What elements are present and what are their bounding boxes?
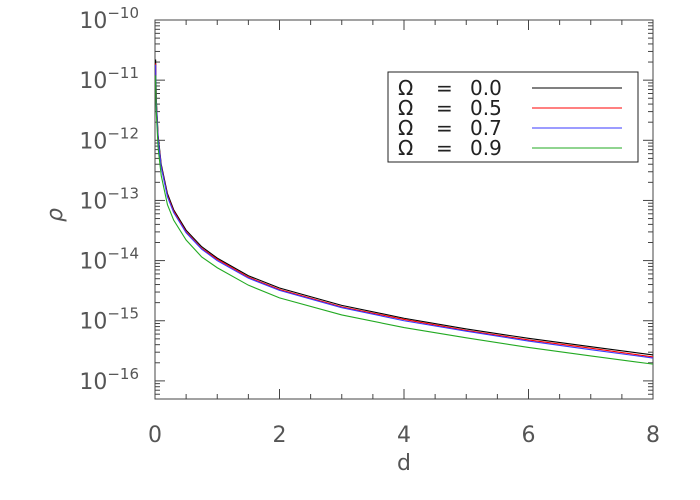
x-tick-label: 4: [397, 423, 411, 448]
legend-equals: =: [436, 76, 453, 100]
y-tick-label: 10−11: [79, 64, 139, 94]
y-tick-label: 10−12: [79, 124, 139, 154]
y-tick-label: 10−13: [79, 184, 139, 214]
series-lines: [155, 59, 654, 365]
series-line: [155, 75, 654, 365]
y-tick-label: 10−16: [79, 365, 139, 395]
x-tick-labels: 0 2 4 6 8: [148, 423, 660, 448]
legend-equals: =: [436, 116, 453, 140]
y-tick-label: 10−14: [79, 245, 139, 275]
x-tick-label: 6: [522, 423, 536, 448]
legend-value: 0.9: [470, 136, 502, 160]
y-tick-label: 10−15: [79, 305, 139, 335]
legend-symbol: Ω: [398, 96, 413, 120]
x-tick-label: 8: [646, 423, 660, 448]
legend-value: 0.7: [470, 116, 502, 140]
legend-value: 0.0: [470, 76, 502, 100]
legend-equals: =: [436, 136, 453, 160]
x-axis-title: d: [397, 451, 411, 476]
legend-symbol: Ω: [398, 136, 413, 160]
axis-ticks: [154, 19, 654, 400]
y-tick-label: 10−10: [79, 4, 139, 34]
x-tick-label: 0: [148, 423, 162, 448]
x-tick-label: 2: [273, 423, 287, 448]
legend-equals: =: [436, 96, 453, 120]
legend-symbol: Ω: [398, 116, 413, 140]
legend-value: 0.5: [470, 96, 502, 120]
legend-symbol: Ω: [398, 76, 413, 100]
legend: Ω = 0.0 Ω = 0.5 Ω = 0.7 Ω = 0.9: [387, 71, 639, 163]
series-line: [155, 64, 654, 359]
y-axis-title: ρ: [43, 208, 68, 222]
legend-box: [387, 71, 639, 163]
y-tick-labels: 10−10 10−11 10−12 10−13 10−14 10−15 10−16: [79, 4, 139, 395]
